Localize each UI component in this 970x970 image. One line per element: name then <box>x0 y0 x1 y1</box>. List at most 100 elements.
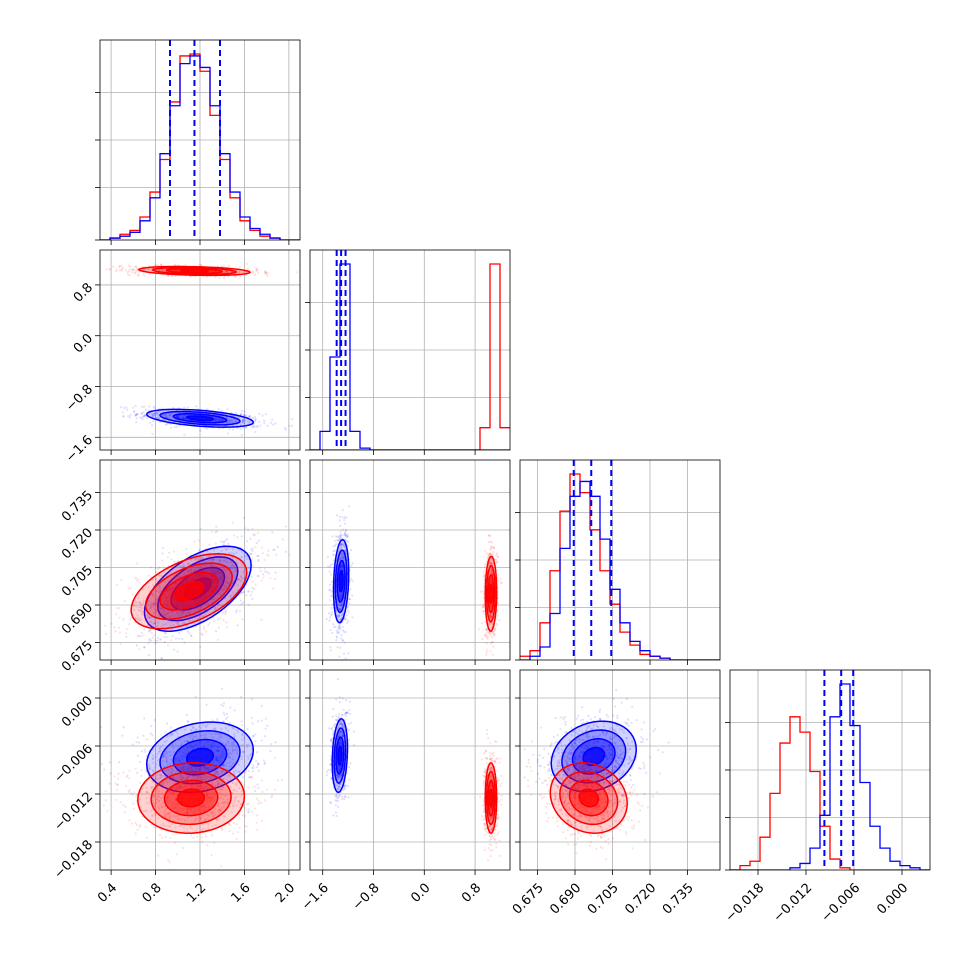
sample-point <box>284 525 287 528</box>
sample-point <box>227 432 230 435</box>
sample-point <box>108 268 111 271</box>
sample-point <box>128 274 131 277</box>
sample-point <box>213 419 216 422</box>
sample-point <box>219 576 223 579</box>
sample-point <box>346 605 349 609</box>
sample-point <box>206 767 209 770</box>
sample-point <box>351 616 354 619</box>
sample-point <box>341 625 344 628</box>
sample-point <box>163 631 167 635</box>
sample-point <box>235 563 238 566</box>
sample-point <box>239 580 242 583</box>
grid-lines <box>100 460 300 660</box>
sample-point <box>328 619 331 622</box>
sample-point <box>133 265 136 269</box>
sample-point <box>207 617 210 620</box>
sample-point <box>154 264 157 267</box>
sample-point <box>491 541 494 544</box>
sample-point <box>219 788 222 791</box>
sample-point <box>103 768 106 771</box>
sample-point <box>169 597 172 600</box>
sample-point <box>485 651 488 654</box>
sample-point <box>115 270 118 273</box>
contour-run_a <box>170 566 226 611</box>
sample-point <box>172 591 175 594</box>
sample-point <box>179 565 182 568</box>
sample-point <box>334 539 337 543</box>
sample-point <box>152 593 155 596</box>
sample-point <box>136 614 139 617</box>
sample-point <box>254 418 257 421</box>
sample-point <box>150 786 153 789</box>
sample-point <box>252 416 255 420</box>
sample-point <box>169 587 172 590</box>
sample-point <box>193 735 196 739</box>
sample-point <box>191 579 194 582</box>
sample-point <box>257 575 260 578</box>
sample-point <box>339 537 342 540</box>
sample-point <box>178 783 181 786</box>
sample-point <box>140 412 144 415</box>
sample-point <box>202 597 205 600</box>
sample-point <box>240 413 243 416</box>
sample-point <box>340 553 344 556</box>
sample-point <box>160 268 163 271</box>
sample-point <box>337 614 340 618</box>
sample-point <box>243 736 246 740</box>
sample-point <box>346 533 349 536</box>
sample-point <box>150 413 153 416</box>
grid-lines <box>100 670 300 870</box>
sample-point <box>267 572 271 575</box>
sample-point <box>203 766 206 769</box>
sample-point <box>254 419 257 422</box>
sample-point <box>223 713 226 716</box>
sample-point <box>221 571 224 574</box>
sample-point <box>491 553 494 556</box>
sample-point <box>218 559 221 562</box>
sample-point <box>129 413 132 416</box>
sample-point <box>156 579 159 582</box>
sample-point <box>243 422 246 425</box>
sample-point <box>163 769 166 773</box>
sample-point <box>343 516 347 519</box>
sample-point <box>272 423 275 426</box>
sample-point <box>481 606 484 609</box>
sample-point <box>136 412 139 416</box>
sample-point <box>274 741 277 744</box>
sample-point <box>203 626 206 629</box>
sample-point <box>173 573 176 577</box>
sample-point <box>145 416 149 420</box>
sample-point <box>177 269 180 272</box>
sample-point <box>224 539 227 542</box>
sample-point <box>173 605 176 608</box>
sample-point <box>147 654 150 657</box>
sample-point <box>139 601 142 605</box>
sample-point <box>227 270 230 273</box>
sample-point <box>266 272 269 275</box>
sample-point <box>220 579 224 582</box>
sample-point <box>172 577 175 580</box>
sample-point <box>142 272 145 275</box>
sample-point <box>136 273 140 276</box>
sample-point <box>171 605 174 608</box>
sample-point <box>118 616 121 619</box>
sample-point <box>488 548 492 551</box>
sample-point <box>182 768 185 771</box>
sample-point <box>171 601 174 604</box>
grid-lines <box>100 250 300 450</box>
sample-point <box>190 568 193 571</box>
sample-point <box>196 566 199 569</box>
sample-point <box>197 600 200 603</box>
sample-point <box>181 638 184 641</box>
sample-point <box>135 421 138 424</box>
sample-point <box>174 787 177 790</box>
sample-point <box>333 625 336 628</box>
contour-run_b <box>488 583 494 604</box>
sample-point <box>153 601 156 604</box>
sample-point <box>169 606 172 609</box>
sample-point <box>202 787 205 790</box>
sample-point <box>490 545 493 548</box>
sample-point <box>288 554 291 557</box>
sample-point <box>142 415 145 418</box>
sample-point <box>495 617 498 620</box>
